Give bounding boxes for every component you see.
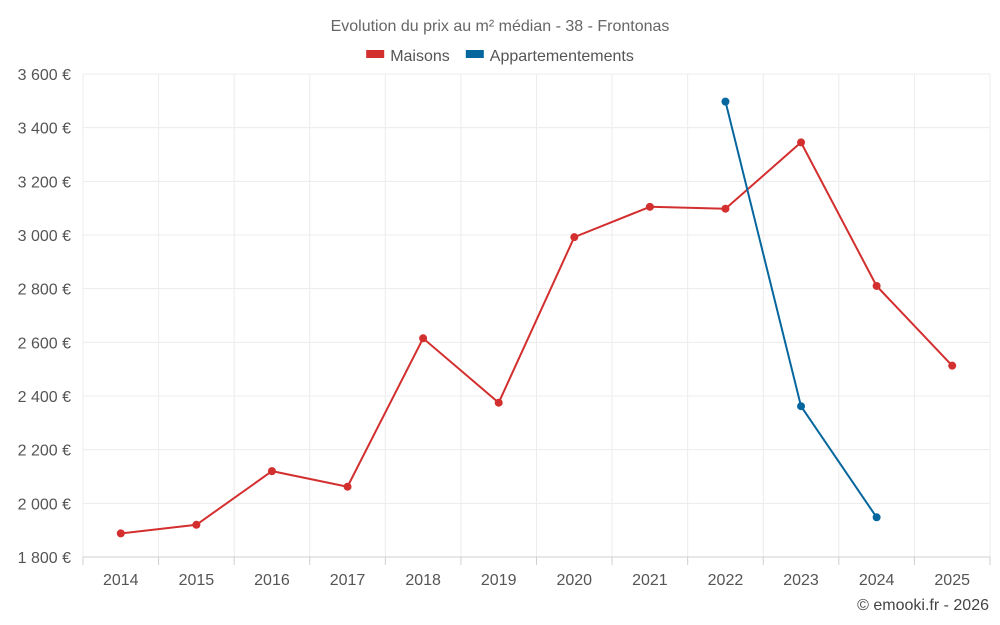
x-tick-label: 2017 — [330, 572, 366, 589]
x-tick-label: 2014 — [103, 572, 139, 589]
x-tick-label: 2023 — [783, 572, 819, 589]
chart-title: Evolution du prix au m² médian - 38 - Fr… — [331, 18, 670, 35]
series-layer — [116, 97, 957, 538]
series-0-point[interactable] — [872, 281, 881, 290]
series-1-line — [724, 101, 878, 518]
x-tick-label: 2016 — [254, 572, 290, 589]
x-tick-label: 2022 — [708, 572, 744, 589]
series-1-point[interactable] — [872, 513, 881, 522]
series-0-line — [120, 140, 953, 535]
credit-text: © emooki.fr - 2026 — [857, 597, 989, 614]
series-1-point[interactable] — [797, 402, 806, 411]
legend-swatch — [366, 50, 385, 58]
grid — [82, 73, 991, 557]
y-tick-label: 3 200 € — [18, 174, 71, 191]
y-tick-label: 2 600 € — [18, 335, 71, 352]
x-tick-label: 2019 — [481, 572, 517, 589]
y-tick-label: 2 400 € — [18, 389, 71, 406]
x-tick-label: 2024 — [859, 572, 895, 589]
series-0-point[interactable] — [797, 138, 806, 147]
x-tick-label: 2021 — [632, 572, 668, 589]
y-tick-label: 3 600 € — [18, 67, 71, 84]
series-0-point[interactable] — [116, 529, 125, 538]
legend-swatch — [465, 50, 484, 58]
series-0-point[interactable] — [570, 233, 579, 242]
y-tick-label: 1 800 € — [18, 550, 71, 567]
series-0-point[interactable] — [645, 202, 654, 211]
y-tick-label: 2 000 € — [18, 496, 71, 513]
x-tick-label: 2025 — [934, 572, 970, 589]
series-0-point[interactable] — [343, 482, 352, 491]
y-tick-label: 3 400 € — [18, 121, 71, 138]
legend-label: Maisons — [390, 48, 450, 65]
x-tick-label: 2020 — [556, 572, 592, 589]
series-0-point[interactable] — [721, 204, 730, 213]
x-tick-label: 2015 — [179, 572, 215, 589]
series-1-point[interactable] — [721, 97, 730, 106]
series-0-point[interactable] — [494, 398, 503, 407]
series-0-point[interactable] — [419, 334, 428, 343]
axes: 1 800 € 2 000 € 2 200 € 2 400 € 2 600 € 2 800… — [18, 67, 991, 589]
x-tick-label: 2018 — [405, 572, 441, 589]
legend-item[interactable]: Maisons — [366, 48, 450, 65]
series-0-point[interactable] — [948, 361, 957, 370]
y-tick-label: 3 000 € — [18, 228, 71, 245]
legend-label: Appartementements — [490, 48, 634, 65]
y-tick-label: 2 200 € — [18, 443, 71, 460]
legend[interactable]: Maisons Appartementements — [366, 48, 634, 65]
y-tick-label: 2 800 € — [18, 282, 71, 299]
series-0-point[interactable] — [267, 467, 276, 476]
legend-item[interactable]: Appartementements — [465, 48, 634, 65]
series-0-point[interactable] — [192, 520, 201, 529]
